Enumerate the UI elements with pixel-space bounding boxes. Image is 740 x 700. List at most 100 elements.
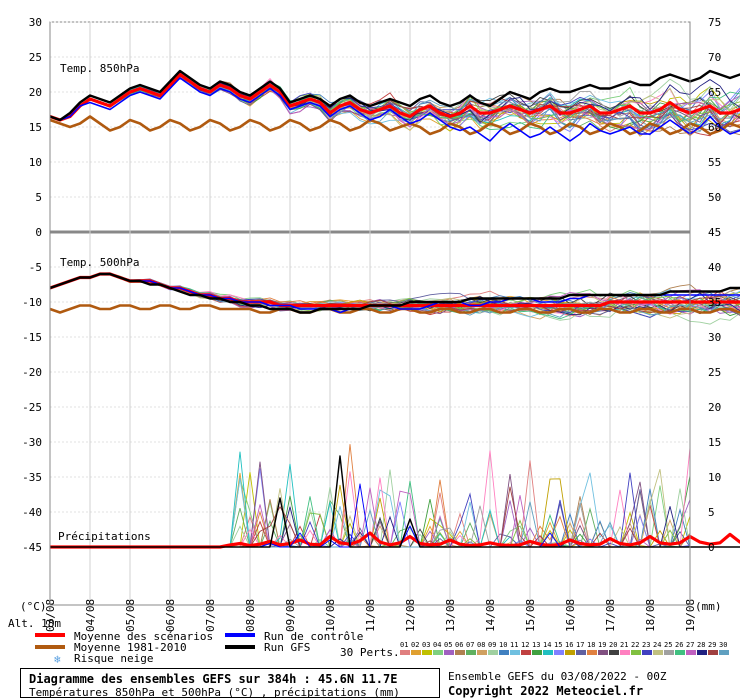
pert-number: 09: [488, 641, 496, 649]
series-t850-b05a10: [49, 115, 740, 136]
main-series: [49, 69, 740, 549]
pert-number: 08: [477, 641, 485, 649]
pert-number: 05: [444, 641, 452, 649]
pert-swatch: [477, 650, 487, 655]
pert-number: 12: [521, 641, 529, 649]
legend-swatch-mean: [35, 633, 65, 637]
pert-number: 17: [576, 641, 584, 649]
y-tick-left: -25: [22, 401, 42, 414]
altitude-label: Alt. 18m: [8, 617, 61, 630]
pert-swatch: [708, 650, 718, 655]
series-t850-000000: [49, 69, 740, 122]
series-precip-000000: [50, 455, 740, 548]
pert-swatch: [455, 650, 465, 655]
legend-perts-label: 30 Perts.: [340, 646, 400, 659]
pert-swatch: [488, 650, 498, 655]
legend: Moyenne des scénarios Moyenne 1981-2010 …: [35, 630, 729, 666]
pert-swatch: [554, 650, 564, 655]
y-tick-right-upper: 45: [708, 226, 721, 239]
pert-number: 20: [609, 641, 617, 649]
unit-right: (mm): [695, 600, 722, 613]
pert-number: 18: [587, 641, 595, 649]
pert-number: 23: [642, 641, 650, 649]
pert-swatch: [631, 650, 641, 655]
series-t850-0000ff: [49, 77, 740, 142]
pert-swatch: [620, 650, 630, 655]
x-tick: 13/08: [444, 599, 457, 632]
x-tick: 11/08: [364, 599, 377, 632]
pert-number: 11: [510, 641, 518, 649]
pert-swatch: [653, 650, 663, 655]
series-t500-b05a10: [49, 304, 740, 314]
y-tick-left: 0: [35, 226, 42, 239]
y-tick-right-lower: 25: [708, 366, 721, 379]
axes: 302520151050-5-10-15-20-25-30-35-40-4575…: [22, 16, 721, 632]
pert-swatch: [609, 650, 619, 655]
x-tick: 04/08: [84, 599, 97, 632]
legend-swatch-control: [225, 633, 255, 637]
y-tick-right-lower: 20: [708, 401, 721, 414]
copyright: Copyright 2022 Meteociel.fr: [448, 684, 644, 698]
pert-swatch: [411, 650, 421, 655]
y-tick-left: -15: [22, 331, 42, 344]
x-tick: 18/08: [644, 599, 657, 632]
perturbation-legend: 01 02 03 04 05 06 07 08 09 10 11 12 13 14 15 16 17 18 19 20…: [400, 641, 729, 655]
pert-number: 01: [400, 641, 408, 649]
pert-swatch: [521, 650, 531, 655]
y-tick-right-lower: 5: [708, 506, 715, 519]
y-tick-left: -5: [29, 261, 42, 274]
x-tick: 06/08: [164, 599, 177, 632]
y-tick-left: 25: [29, 51, 42, 64]
pert-swatch: [444, 650, 454, 655]
chart-subtitle: Températures 850hPa et 500hPa (°C) , pré…: [29, 686, 400, 699]
y-tick-left: 20: [29, 86, 42, 99]
pert-swatch: [499, 650, 509, 655]
pert-swatch: [697, 650, 707, 655]
pert-number: 06: [455, 641, 463, 649]
y-tick-left: 10: [29, 156, 42, 169]
panel-label-t850: Temp. 850hPa: [60, 62, 139, 75]
y-tick-left: 5: [35, 191, 42, 204]
perturbation-line: [49, 72, 740, 133]
unit-left: (°C): [20, 600, 47, 613]
pert-swatch: [664, 650, 674, 655]
pert-number: 13: [532, 641, 540, 649]
chart-title: Diagramme des ensembles GEFS sur 384h : …: [29, 672, 398, 686]
perturbation-line: [49, 73, 740, 128]
y-tick-left: 30: [29, 16, 42, 29]
x-tick: 14/08: [484, 599, 497, 632]
y-tick-right-lower: 30: [708, 331, 721, 344]
x-tick: 08/08: [244, 599, 257, 632]
pert-swatch: [466, 650, 476, 655]
pert-number: 02: [411, 641, 419, 649]
snowflake-icon: ❄: [54, 653, 61, 666]
y-tick-right-lower: 10: [708, 471, 721, 484]
x-tick: 03/08: [44, 599, 57, 632]
y-tick-left: -10: [22, 296, 42, 309]
y-tick-left: -40: [22, 506, 42, 519]
pert-number: 30: [719, 641, 727, 649]
pert-swatch: [543, 650, 553, 655]
pert-number: 22: [631, 641, 639, 649]
y-tick-right-upper: 50: [708, 191, 721, 204]
pert-swatch: [719, 650, 729, 655]
pert-number: 24: [653, 641, 661, 649]
y-tick-right-upper: 75: [708, 16, 721, 29]
legend-label-mean: Moyenne des scénarios: [74, 630, 213, 643]
legend-label-gfs: Run GFS: [264, 641, 310, 654]
pert-swatch: [565, 650, 575, 655]
pert-number: 29: [708, 641, 716, 649]
y-tick-right-upper: 65: [708, 86, 721, 99]
series-t500-000000: [49, 272, 740, 314]
pert-swatch: [400, 650, 410, 655]
pert-swatch: [510, 650, 520, 655]
pert-number: 04: [433, 641, 441, 649]
perturbation-line: [49, 273, 740, 320]
pert-number: 15: [554, 641, 562, 649]
pert-number: 10: [499, 641, 507, 649]
x-tick: 16/08: [564, 599, 577, 632]
panel-label-precip: Précipitations: [58, 530, 151, 543]
pert-number: 28: [697, 641, 705, 649]
legend-swatch-gfs: [225, 645, 255, 649]
y-tick-left: -30: [22, 436, 42, 449]
